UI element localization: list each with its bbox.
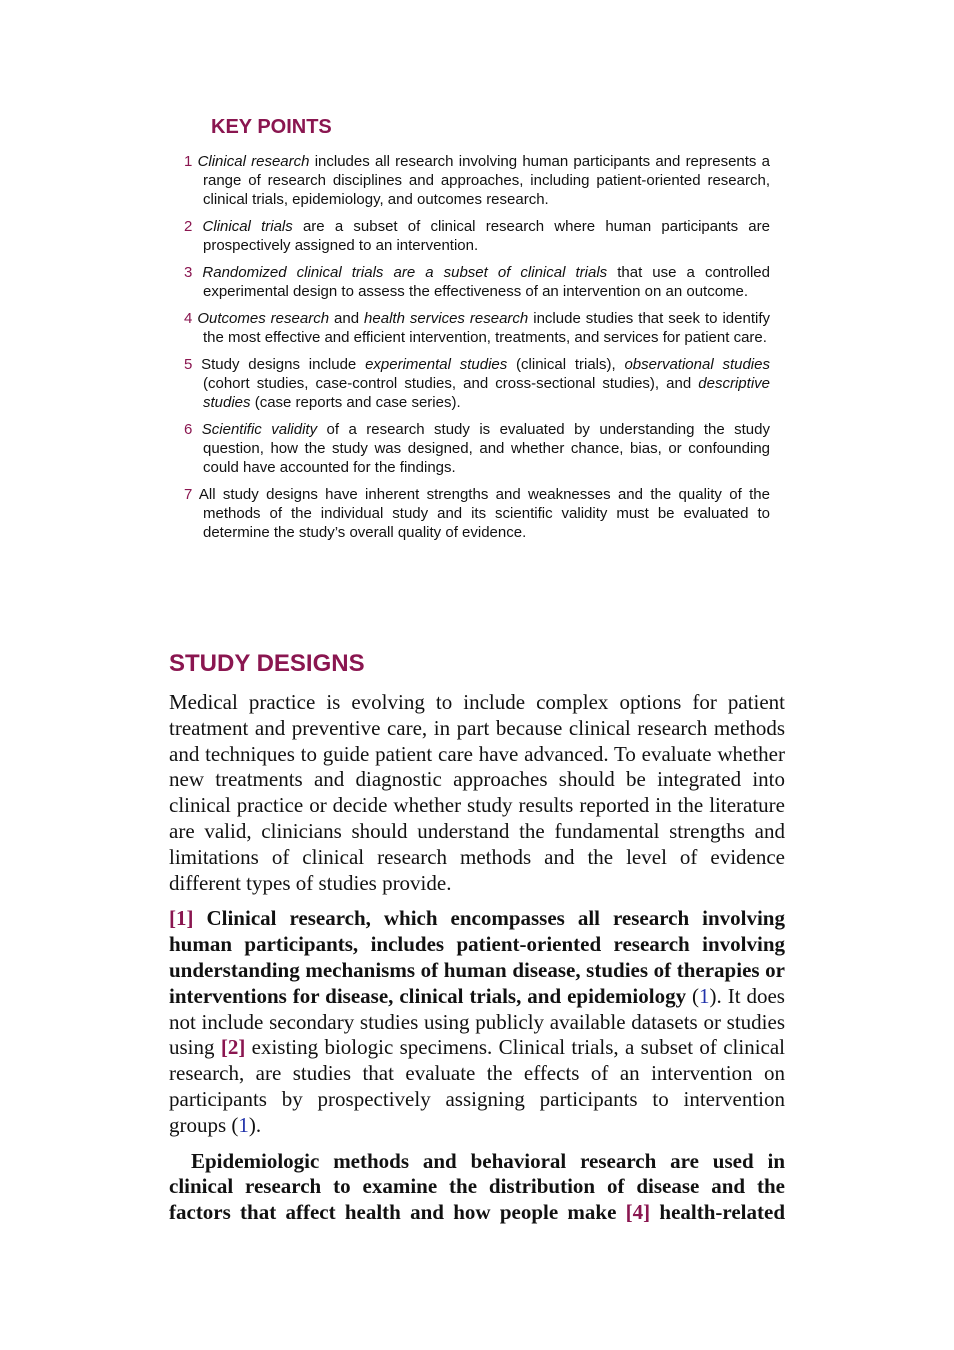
text-run: are a subset of clinical research where … (203, 218, 770, 254)
text-run: Clinical trials (202, 218, 293, 235)
text-run: observational studies (624, 356, 770, 373)
text-run: (cohort studies, case-control studies, a… (203, 375, 699, 392)
key-point: 2 Clinical trials are a subset of clinic… (184, 217, 770, 255)
text-run: include studies that seek to identify th… (203, 310, 770, 346)
key-point-number: 3 (184, 264, 193, 281)
key-point-number: 2 (184, 218, 193, 235)
text-run: All study designs have inherent strength… (198, 486, 770, 541)
key-point-number: 6 (184, 421, 193, 438)
key-point-number: 7 (184, 486, 193, 503)
key-point: 6 Scientific validity of a research stud… (184, 420, 770, 477)
text-run: 1 (699, 983, 710, 1008)
text-run: descriptive studies (203, 375, 770, 411)
key-point: 1 Clinical research includes all researc… (184, 152, 770, 209)
key-point-number: 4 (184, 310, 193, 327)
key-point-number: 1 (184, 153, 193, 170)
text-run: experimental studies (365, 356, 508, 373)
key-point: 3 Randomized clinical trials are a subse… (184, 263, 770, 301)
text-run: Medical practice is evolving to include … (169, 690, 785, 895)
section-body: Medical practice is evolving to include … (169, 690, 785, 1236)
section-title: STUDY DESIGNS (169, 650, 365, 677)
text-run: Epidemiologic methods and behavioral res… (169, 1148, 785, 1225)
text-run: and (329, 310, 365, 327)
text-run: of a research study is evaluated by unde… (203, 421, 770, 476)
text-run: ( (686, 983, 700, 1008)
key-point: 4 Outcomes research and health services … (184, 309, 770, 347)
text-run: that use a controlled experimental desig… (203, 264, 770, 300)
text-run: Scientific validity (201, 421, 318, 438)
text-run: Study designs include (201, 356, 366, 373)
paragraph: Medical practice is evolving to include … (169, 690, 785, 896)
key-point-number: 5 (184, 356, 193, 373)
text-run: Randomized clinical trials are a subset … (202, 264, 608, 281)
text-run: Clinical research, which encompasses all… (169, 906, 785, 1008)
text-run: existing biologic specimens. Clinical tr… (169, 1035, 785, 1137)
key-points-list: 1 Clinical research includes all researc… (184, 152, 770, 550)
key-point: 5 Study designs include experimental stu… (184, 355, 770, 412)
text-run: health services research (364, 310, 529, 327)
paragraph: Epidemiologic methods and behavioral res… (169, 1149, 785, 1226)
text-run: [2] (220, 1035, 246, 1060)
key-point: 7 All study designs have inherent streng… (184, 485, 770, 542)
text-run: includes all research involving human pa… (203, 153, 770, 208)
text-run: health-related (650, 1200, 785, 1225)
text-run: ). It does not include secondary studies… (169, 983, 785, 1060)
text-run: 1 (238, 1112, 249, 1137)
text-run: [4] (625, 1200, 651, 1225)
text-run: (case reports and case series). (250, 394, 461, 411)
text-run: Clinical research (197, 153, 310, 170)
paragraph: [1] Clinical research, which encompasses… (169, 906, 785, 1138)
text-run: Outcomes research (197, 310, 330, 327)
text-run: [1] (169, 906, 194, 931)
text-run: (clinical trials), (507, 356, 625, 373)
key-points-title: KEY POINTS (211, 116, 332, 138)
text-run: ). (248, 1112, 262, 1137)
